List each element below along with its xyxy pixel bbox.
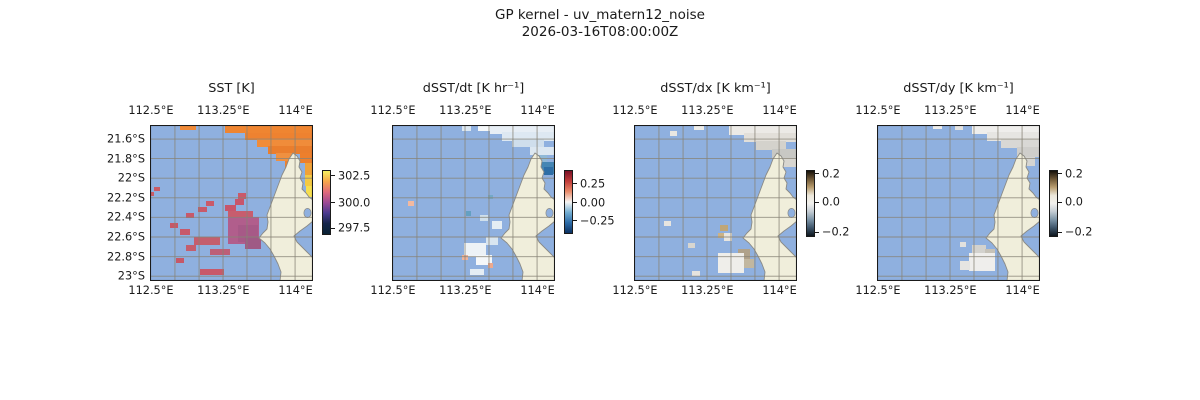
colorbar-tick: [573, 220, 577, 222]
colorbar-tick: [573, 183, 577, 185]
x-tick-label-top: 114°E: [520, 104, 555, 117]
y-tick-label: 22.4°S: [107, 210, 145, 224]
x-tick-label-top: 114°E: [278, 104, 313, 117]
x-tick-label-bottom: 113.25°E: [924, 284, 977, 297]
x-tick-label-top: 113.25°E: [197, 104, 250, 117]
colorbar-tick-label: 0.2: [1065, 167, 1083, 181]
colorbar-tick: [815, 231, 819, 233]
x-tick-label-bottom: 114°E: [278, 284, 313, 297]
graticule-gridlines: [392, 125, 555, 281]
colorbar-2: [564, 170, 573, 234]
colorbar-tick: [815, 173, 819, 175]
map-panel-1: [150, 125, 313, 281]
y-tick-label: 23°S: [117, 269, 145, 283]
x-tick-label-top: 112.5°E: [855, 104, 901, 117]
colorbar-tick-label: −0.2: [822, 225, 850, 239]
y-tick-label: 22.2°S: [107, 191, 145, 205]
colorbar-tick: [1058, 201, 1062, 203]
panel-frame: [150, 125, 313, 281]
graticule-gridlines: [150, 125, 313, 281]
colorbar-tick-label: 0.2: [822, 167, 840, 181]
x-tick-label-bottom: 114°E: [1005, 284, 1040, 297]
x-tick-label-bottom: 112.5°E: [370, 284, 416, 297]
x-tick-label-top: 113.25°E: [681, 104, 734, 117]
x-tick-label-bottom: 113.25°E: [197, 284, 250, 297]
panel-frame: [877, 125, 1040, 281]
map-panel-3: [634, 125, 797, 281]
colorbar-tick: [331, 227, 335, 229]
map-panel-4: [877, 125, 1040, 281]
y-tick-label: 22°S: [117, 171, 145, 185]
panel-title-1: SST [K]: [208, 81, 255, 96]
colorbar-tick-label: −0.2: [1065, 225, 1093, 239]
panel-frame: [392, 125, 555, 281]
graticule-gridlines: [634, 125, 797, 281]
y-tick-label: 22.6°S: [107, 230, 145, 244]
colorbar-tick-label: 0.00: [580, 196, 606, 210]
colorbar-tick-label: 297.5: [338, 221, 371, 235]
x-tick-label-bottom: 112.5°E: [855, 284, 901, 297]
bay-notch: [787, 208, 796, 218]
colorbar-3: [806, 170, 815, 237]
panel-title-4: dSST/dy [K km⁻¹]: [903, 81, 1014, 96]
figure-subtitle: 2026-03-16T08:00:00Z: [521, 24, 679, 40]
colorbar-tick: [331, 175, 335, 177]
graticule-gridlines: [877, 125, 1040, 281]
colorbar-tick-label: 0.0: [822, 195, 840, 209]
bay-notch: [303, 208, 312, 218]
x-tick-label-bottom: 112.5°E: [612, 284, 658, 297]
figure-title: GP kernel - uv_matern12_noise: [495, 7, 705, 23]
colorbar-4: [1049, 170, 1058, 237]
x-tick-label-bottom: 113.25°E: [439, 284, 492, 297]
panel-title-2: dSST/dt [K hr⁻¹]: [422, 81, 525, 96]
y-tick-label: 21.6°S: [107, 132, 145, 146]
bay-notch: [1030, 208, 1039, 218]
x-tick-label-top: 112.5°E: [128, 104, 174, 117]
panel-frame: [634, 125, 797, 281]
x-tick-label-bottom: 114°E: [762, 284, 797, 297]
y-tick-label: 21.8°S: [107, 152, 145, 166]
map-panel-2: [392, 125, 555, 281]
x-tick-label-top: 114°E: [762, 104, 797, 117]
colorbar-tick-label: 300.0: [338, 196, 371, 210]
colorbar-tick: [815, 201, 819, 203]
x-tick-label-top: 112.5°E: [612, 104, 658, 117]
x-tick-label-bottom: 113.25°E: [681, 284, 734, 297]
colorbar-tick: [573, 202, 577, 204]
colorbar-tick: [1058, 173, 1062, 175]
x-tick-label-bottom: 114°E: [520, 284, 555, 297]
colorbar-1: [322, 170, 331, 235]
panel-title-3: dSST/dx [K km⁻¹]: [660, 81, 771, 96]
colorbar-tick-label: 0.0: [1065, 195, 1083, 209]
data-patches: [933, 125, 1040, 271]
y-tick-label: 22.8°S: [107, 250, 145, 264]
colorbar-tick: [331, 202, 335, 204]
x-tick-label-top: 113.25°E: [924, 104, 977, 117]
x-tick-label-top: 113.25°E: [439, 104, 492, 117]
x-tick-label-bottom: 112.5°E: [128, 284, 174, 297]
colorbar-tick-label: 0.25: [580, 177, 606, 191]
colorbar-tick-label: 302.5: [338, 169, 371, 183]
colorbar-tick: [1058, 231, 1062, 233]
x-tick-label-top: 114°E: [1005, 104, 1040, 117]
bay-notch: [545, 208, 554, 218]
colorbar-tick-label: −0.25: [580, 214, 615, 228]
x-tick-label-top: 112.5°E: [370, 104, 416, 117]
